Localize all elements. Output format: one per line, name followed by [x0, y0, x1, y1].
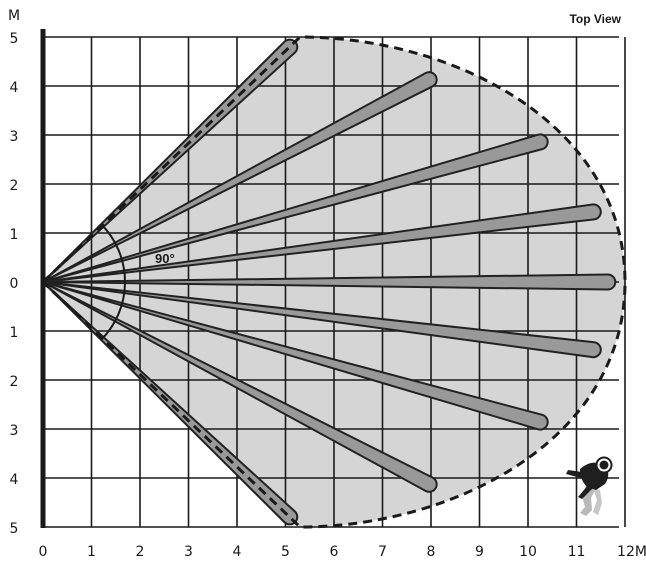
y-axis-unit: M: [8, 8, 20, 24]
x-tick-label: 8: [427, 544, 436, 560]
angle-arc: [100, 223, 126, 341]
x-tick-label: 4: [233, 544, 242, 560]
boundary-layer: [40, 35, 627, 529]
x-tick-label: 2: [136, 544, 145, 560]
y-tick-label: 3: [10, 129, 19, 145]
y-tick-label: 1: [10, 325, 19, 341]
detection-beam-7: [42, 281, 549, 431]
detection-beam-2: [42, 71, 438, 283]
x-tick-label: 6: [330, 544, 339, 560]
y-tick-label: 5: [10, 31, 19, 47]
x-tick-label: 11: [568, 544, 586, 560]
x-tick-label: 0: [39, 544, 48, 560]
y-tick-label: 2: [10, 178, 19, 194]
angle-label: 90°: [155, 251, 175, 266]
x-tick-label: 5: [281, 544, 290, 560]
diagram-title: Top View: [569, 12, 621, 26]
detection-beam-4: [42, 203, 602, 283]
y-tick-label: 4: [10, 472, 19, 488]
y-tick-label: 3: [10, 423, 19, 439]
x-tick-label: 1: [87, 544, 96, 560]
walking-person-icon: [566, 456, 613, 516]
detection-beam-3: [42, 133, 549, 283]
x-tick-label: 3: [184, 544, 193, 560]
x-tick-label: 9: [475, 544, 484, 560]
y-tick-label: 5: [10, 521, 19, 537]
y-tick-label: 0: [10, 276, 19, 292]
detection-beam-8: [42, 281, 438, 493]
detection-beam-6: [42, 281, 602, 359]
x-tick-label: 12M: [617, 544, 646, 560]
x-tick-label: 7: [378, 544, 387, 560]
y-tick-label: 1: [10, 227, 19, 243]
label-layer: Top View M 90° 0 1 2 3 4 5 6 7 8 9 10 11 12M54321012…: [8, 8, 646, 560]
y-tick-label: 4: [10, 80, 19, 96]
y-tick-label: 2: [10, 374, 19, 390]
detection-beam-5: [42, 273, 617, 291]
x-tick-label: 10: [519, 544, 537, 560]
